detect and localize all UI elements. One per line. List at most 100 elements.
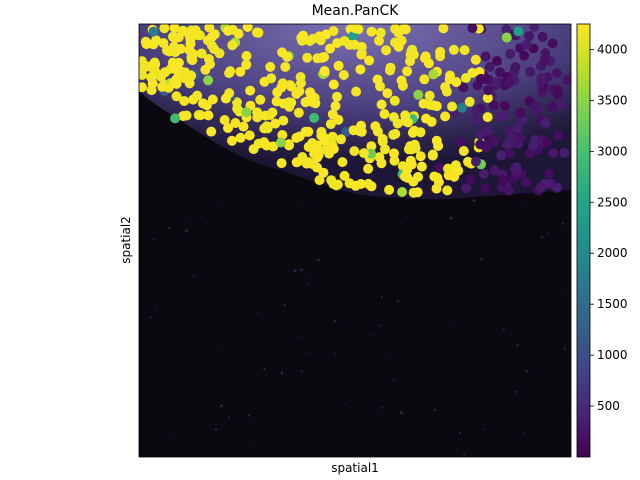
cell-point bbox=[562, 75, 571, 85]
colorbar-tick-label: 3500 bbox=[597, 93, 628, 107]
cell-point bbox=[480, 183, 491, 194]
cell-point bbox=[403, 117, 413, 128]
cell-point bbox=[245, 85, 256, 96]
cell-point bbox=[502, 139, 513, 150]
cell-point bbox=[350, 24, 361, 34]
cell-point bbox=[374, 35, 384, 46]
background-speck bbox=[150, 316, 153, 319]
cell-point bbox=[330, 101, 341, 111]
colorbar-tick-label: 500 bbox=[597, 399, 620, 413]
cell-point bbox=[238, 121, 249, 132]
cell-point bbox=[364, 55, 375, 66]
cell-point bbox=[148, 39, 159, 50]
background-speck bbox=[484, 428, 486, 430]
cell-point bbox=[376, 99, 387, 110]
cell-point bbox=[206, 126, 217, 137]
cell-point bbox=[377, 133, 388, 144]
cell-point bbox=[149, 65, 160, 76]
cell-point bbox=[424, 90, 435, 101]
cell-point bbox=[339, 36, 350, 46]
background-speck bbox=[280, 371, 284, 375]
cell-point bbox=[351, 86, 362, 97]
cell-point bbox=[470, 156, 481, 167]
background-speck bbox=[519, 202, 521, 205]
cell-point bbox=[553, 130, 564, 141]
cell-point bbox=[241, 59, 252, 70]
cell-point bbox=[195, 110, 206, 121]
background-speck bbox=[472, 199, 476, 202]
cell-point bbox=[190, 25, 201, 36]
cell-point bbox=[412, 187, 423, 198]
cell-point bbox=[139, 56, 147, 67]
cell-point bbox=[433, 177, 444, 188]
cell-point bbox=[198, 98, 208, 109]
cell-point bbox=[443, 163, 453, 174]
cell-point bbox=[255, 94, 266, 105]
cell-point bbox=[501, 24, 512, 35]
cell-point bbox=[223, 123, 233, 133]
background-speck bbox=[515, 390, 518, 393]
cell-point bbox=[185, 34, 196, 45]
cell-point bbox=[397, 80, 408, 91]
cell-point bbox=[455, 137, 466, 147]
colorbar-tick-label: 2500 bbox=[597, 195, 628, 209]
cell-point bbox=[312, 140, 322, 151]
cell-point bbox=[284, 101, 295, 112]
cell-point bbox=[431, 101, 442, 112]
cell-point bbox=[332, 91, 342, 102]
cell-point bbox=[376, 158, 387, 169]
cell-point bbox=[170, 113, 181, 124]
background-speck bbox=[563, 347, 566, 350]
cell-point bbox=[276, 158, 287, 169]
background-speck bbox=[310, 274, 312, 276]
background-speck bbox=[257, 311, 260, 314]
cell-point bbox=[278, 115, 289, 126]
cell-point bbox=[324, 148, 335, 159]
cell-point bbox=[214, 48, 225, 59]
cell-point bbox=[435, 46, 446, 57]
cell-point bbox=[458, 82, 469, 93]
cell-point bbox=[384, 184, 395, 195]
cell-point bbox=[156, 71, 167, 82]
cell-point bbox=[200, 64, 211, 75]
background-speck bbox=[227, 416, 230, 419]
cell-point bbox=[139, 65, 148, 76]
background-speck bbox=[154, 305, 156, 308]
background-speck bbox=[255, 442, 257, 445]
cell-point bbox=[515, 107, 526, 118]
background-speck bbox=[516, 344, 519, 347]
cell-point bbox=[480, 51, 491, 62]
background-speck bbox=[221, 344, 223, 346]
cell-point bbox=[140, 36, 151, 47]
cell-point bbox=[266, 73, 277, 84]
cell-point bbox=[366, 26, 377, 37]
cell-point bbox=[241, 107, 252, 118]
background-speck bbox=[463, 453, 466, 456]
cell-point bbox=[547, 38, 558, 49]
background-speck bbox=[300, 370, 303, 373]
cell-point bbox=[308, 97, 319, 108]
cell-point bbox=[421, 113, 432, 124]
cell-point bbox=[393, 41, 404, 52]
cell-point bbox=[354, 125, 365, 136]
cell-point bbox=[286, 81, 297, 92]
cell-point bbox=[341, 126, 352, 137]
cell-point bbox=[524, 31, 535, 41]
cell-point bbox=[366, 141, 377, 152]
cell-point bbox=[467, 24, 478, 33]
cell-point bbox=[186, 54, 197, 65]
cell-point bbox=[275, 137, 286, 148]
background-speck bbox=[454, 320, 456, 322]
cell-point bbox=[515, 132, 526, 143]
cell-point bbox=[449, 171, 460, 182]
cell-point bbox=[336, 134, 346, 145]
background-speck bbox=[303, 205, 305, 207]
cell-point bbox=[540, 117, 551, 128]
background-speck bbox=[400, 411, 403, 415]
cell-point bbox=[192, 90, 203, 101]
cell-point bbox=[478, 168, 489, 179]
cell-point bbox=[235, 132, 246, 143]
cell-point bbox=[207, 31, 218, 42]
cell-point bbox=[363, 163, 374, 174]
cell-point bbox=[529, 24, 540, 32]
